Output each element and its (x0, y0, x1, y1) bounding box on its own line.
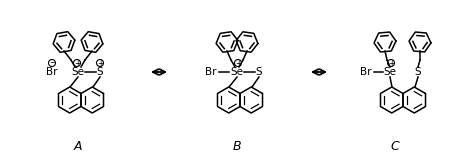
Text: S: S (97, 67, 103, 77)
Text: Br: Br (46, 67, 58, 77)
Text: S: S (255, 67, 262, 77)
Text: Br: Br (205, 67, 217, 77)
Text: +: + (97, 59, 103, 68)
Text: Br: Br (360, 67, 372, 77)
Text: C: C (391, 141, 400, 154)
Text: A: A (74, 141, 82, 154)
Text: S: S (415, 67, 421, 77)
Text: +: + (235, 59, 241, 68)
Text: +: + (74, 59, 80, 68)
Text: B: B (233, 141, 241, 154)
Text: Se: Se (383, 67, 396, 77)
Text: Se: Se (230, 67, 244, 77)
Text: Se: Se (72, 67, 84, 77)
Text: +: + (388, 59, 394, 68)
Text: −: − (49, 59, 55, 68)
